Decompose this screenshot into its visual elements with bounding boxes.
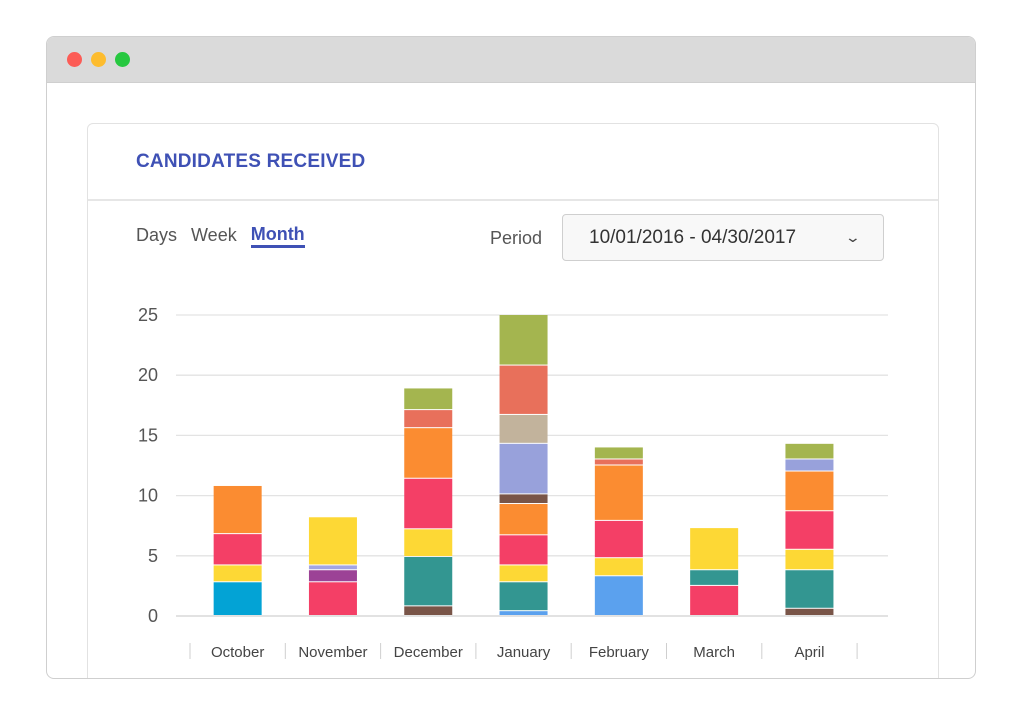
bar-segment-march-1 (690, 570, 739, 585)
candidates-card: CANDIDATES RECEIVED Days Week Month Peri… (87, 123, 939, 678)
granularity-tabs: Days Week Month (136, 224, 305, 248)
bar-segment-october-0 (213, 582, 262, 615)
x-tick-label-march: March (693, 644, 735, 661)
x-tick-label-october: October (211, 644, 264, 661)
bar-segment-february-0 (594, 576, 643, 615)
browser-window: CANDIDATES RECEIVED Days Week Month Peri… (46, 36, 976, 679)
minimize-window-button[interactable] (91, 52, 106, 67)
bar-segment-january-8 (499, 365, 548, 414)
bar-segment-november-0 (308, 582, 357, 615)
bar-segment-april-0 (785, 608, 834, 615)
y-tick-label-10: 10 (138, 486, 158, 506)
x-tick-label-february: February (589, 644, 650, 661)
bar-segment-january-7 (499, 414, 548, 443)
maximize-window-button[interactable] (115, 52, 130, 67)
x-tick-label-december: December (394, 644, 463, 661)
bar-segment-january-9 (499, 315, 548, 365)
period-dropdown[interactable]: 10/01/2016 - 04/30/2017 ⌄ (562, 214, 884, 261)
period-value: 10/01/2016 - 04/30/2017 (589, 226, 797, 248)
bar-segment-february-1 (594, 558, 643, 576)
bar-segment-november-3 (308, 517, 357, 565)
bar-segment-december-4 (404, 428, 453, 478)
bar-segment-january-5 (499, 494, 548, 504)
window-titlebar (47, 37, 975, 83)
bar-segment-march-0 (690, 585, 739, 615)
y-tick-label-0: 0 (148, 606, 158, 626)
bar-segment-december-6 (404, 388, 453, 410)
y-tick-label-25: 25 (138, 305, 158, 325)
bar-segment-december-5 (404, 410, 453, 428)
bar-segment-april-5 (785, 459, 834, 471)
bar-segment-april-2 (785, 549, 834, 570)
bar-segment-november-1 (308, 570, 357, 582)
y-tick-label-20: 20 (138, 365, 158, 385)
bar-segment-april-4 (785, 471, 834, 511)
tab-days[interactable]: Days (136, 225, 178, 245)
bar-segment-november-2 (308, 565, 357, 570)
bar-segment-march-2 (690, 528, 739, 570)
period-label: Period (490, 228, 543, 248)
bar-segment-december-3 (404, 478, 453, 529)
card-title: CANDIDATES RECEIVED (136, 150, 366, 172)
close-window-button[interactable] (67, 52, 82, 67)
bar-segment-october-2 (213, 534, 262, 565)
chevron-down-icon: ⌄ (844, 229, 862, 245)
bar-segment-december-0 (404, 606, 453, 615)
bar-segment-january-4 (499, 504, 548, 535)
tab-month[interactable]: Month (250, 224, 305, 248)
bar-segment-january-0 (499, 611, 548, 615)
bar-segment-january-6 (499, 443, 548, 494)
bar-segment-december-2 (404, 529, 453, 557)
candidates-bar-chart: 0 5 10 15 20 25 October November December January… (138, 305, 888, 661)
bar-segment-april-1 (785, 570, 834, 608)
bar-segment-october-1 (213, 565, 262, 582)
x-tick-label-november: November (298, 644, 367, 661)
y-tick-label-15: 15 (138, 425, 158, 445)
x-tick-label-january: January (497, 644, 551, 661)
card-header: CANDIDATES RECEIVED (88, 124, 938, 201)
bar-segment-january-2 (499, 565, 548, 582)
bar-segment-april-6 (785, 443, 834, 459)
bar-segment-february-5 (594, 447, 643, 459)
bar-segment-february-4 (594, 459, 643, 465)
bar-segment-january-1 (499, 582, 548, 611)
bar-segment-february-2 (594, 520, 643, 558)
x-tick-label-april: April (794, 644, 824, 661)
bar-segment-january-3 (499, 535, 548, 565)
bar-segment-april-3 (785, 511, 834, 549)
bar-segment-february-3 (594, 465, 643, 520)
tab-week[interactable]: Week (191, 225, 237, 245)
bar-segment-december-1 (404, 557, 453, 606)
bar-segment-october-3 (213, 485, 262, 534)
y-tick-label-5: 5 (148, 546, 158, 566)
